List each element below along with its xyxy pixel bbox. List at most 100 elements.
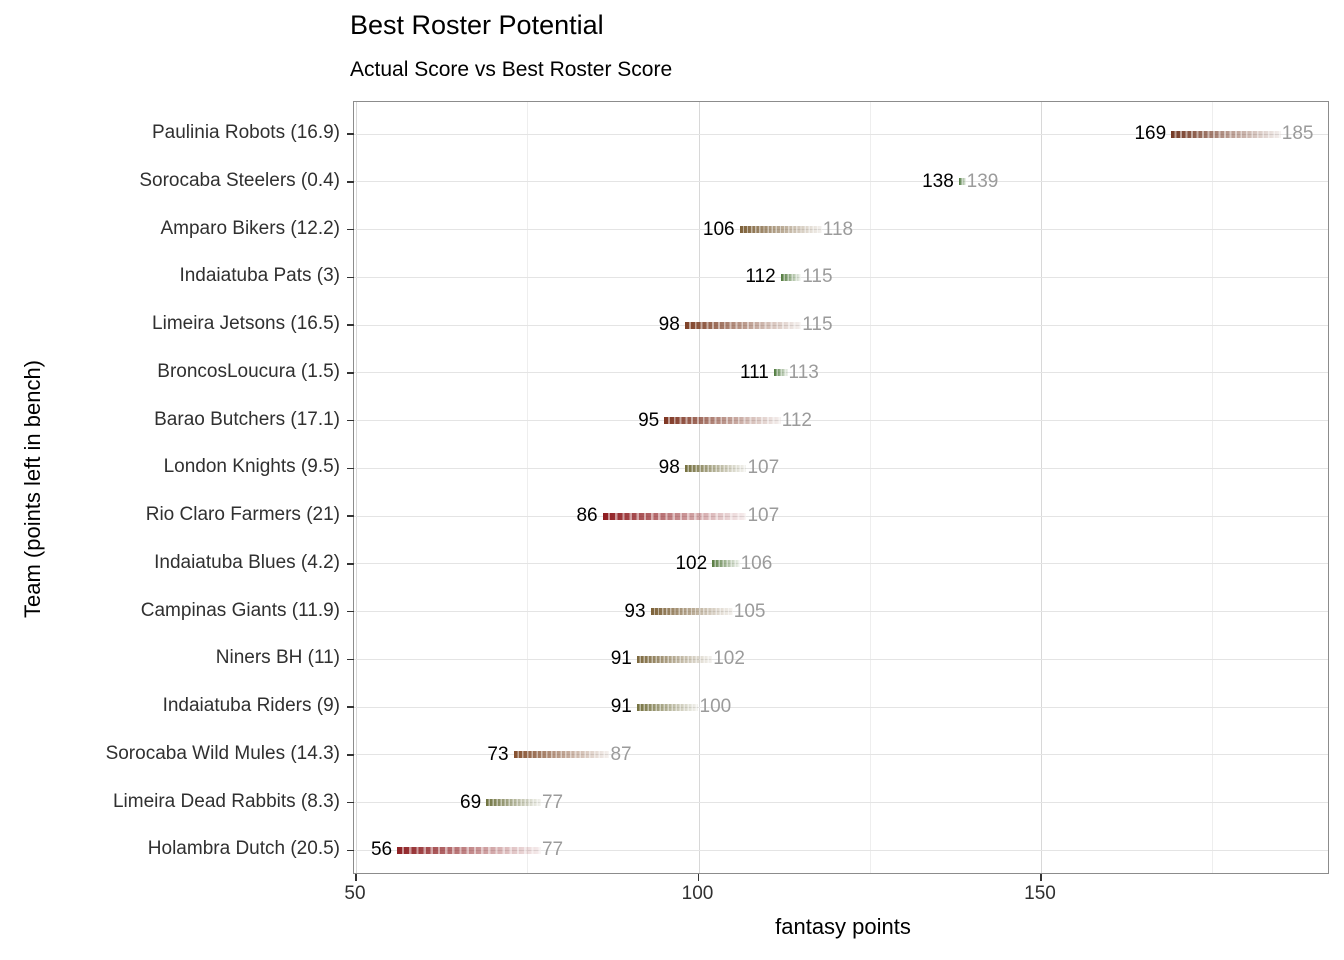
best-score-label: 102 [713, 648, 745, 670]
chart-subtitle: Actual Score vs Best Roster Score [350, 58, 673, 81]
segment-bar [780, 273, 802, 281]
team-label: London Knights (9.5) [163, 456, 340, 478]
gridline-row [354, 181, 1328, 183]
team-label: Barao Butchers (17.1) [154, 408, 340, 430]
gridline-x-major [356, 102, 357, 873]
best-score-label: 139 [966, 170, 999, 192]
team-label: Limeira Jetsons (16.5) [152, 313, 340, 334]
actual-score-label: 111 [739, 361, 769, 383]
x-axis-tick [697, 874, 700, 881]
team-label: Indaiatuba Riders (9) [162, 695, 340, 716]
y-axis-tick [347, 372, 354, 374]
gridline-row [354, 754, 1328, 756]
best-score-label: 113 [788, 361, 819, 383]
best-score-label: 118 [822, 218, 854, 240]
gridline-row [354, 563, 1328, 565]
best-score-label: 115 [802, 266, 833, 288]
y-axis-tick [347, 658, 354, 660]
segment-bar [650, 608, 733, 615]
actual-score-label: 112 [745, 266, 776, 288]
chart-title: Best Roster Potential [350, 10, 604, 40]
best-score-label: 105 [733, 600, 766, 622]
y-axis-tick [347, 610, 354, 613]
actual-score-label: 95 [638, 409, 660, 431]
gridline-x-minor [869, 102, 871, 873]
best-score-label: 87 [610, 743, 632, 765]
gridline-row [354, 276, 1328, 278]
best-score-label: 115 [802, 314, 833, 335]
gridline-x-minor [1212, 102, 1214, 873]
actual-score-label: 69 [460, 791, 482, 813]
actual-score-label: 93 [624, 600, 646, 622]
best-score-label: 185 [1281, 123, 1314, 144]
y-axis-tick [347, 133, 354, 135]
segment-bar [1171, 130, 1281, 138]
best-score-label: 112 [781, 409, 812, 431]
y-axis-tick [347, 563, 354, 565]
x-tick-label: 100 [681, 883, 714, 904]
segment-bar [739, 226, 822, 233]
segment-bar [636, 703, 699, 711]
actual-score-label: 138 [922, 170, 954, 192]
segment-bar [397, 846, 541, 854]
team-label: Amparo Bikers (12.2) [160, 217, 340, 239]
segment-bar [602, 512, 747, 520]
x-tick-label: 50 [344, 883, 366, 904]
gridline-row [354, 133, 1328, 135]
x-axis-tick [355, 874, 357, 881]
best-score-label: 77 [541, 791, 564, 813]
y-axis-tick [347, 228, 354, 231]
team-label: Sorocaba Wild Mules (14.3) [105, 742, 340, 764]
y-axis-tick [347, 467, 354, 469]
y-axis-tick [347, 706, 354, 708]
segment-bar [664, 417, 781, 424]
actual-score-label: 169 [1134, 123, 1167, 144]
actual-score-label: 56 [370, 839, 393, 861]
gridline-row [354, 849, 1328, 851]
best-score-label: 107 [747, 457, 780, 479]
actual-score-label: 91 [610, 696, 632, 717]
gridline-row [354, 515, 1328, 517]
gridline-x-major [1041, 102, 1042, 873]
gridline-row [354, 420, 1328, 421]
team-label: Indaiatuba Pats (3) [179, 265, 340, 287]
gridline-x-minor [527, 102, 529, 873]
x-axis-title: fantasy points [775, 914, 911, 939]
segment-bar [684, 321, 802, 329]
best-score-label: 77 [541, 839, 564, 861]
y-axis-tick [347, 754, 354, 756]
team-label: Campinas Giants (11.9) [140, 599, 340, 621]
team-label: BroncosLoucura (1.5) [157, 360, 340, 382]
segment-bar [636, 655, 713, 663]
segment-bar [513, 751, 610, 759]
segment-bar [486, 799, 541, 806]
gridline-row [354, 467, 1328, 469]
gridline-row [354, 658, 1328, 660]
actual-score-label: 98 [658, 457, 680, 479]
segment-bar [684, 464, 747, 472]
gridline-row [354, 372, 1328, 374]
team-label: Paulinia Robots (16.9) [152, 122, 340, 143]
segment-bar [773, 369, 788, 377]
team-label: Holambra Dutch (20.5) [147, 838, 340, 860]
best-score-label: 100 [699, 696, 732, 717]
actual-score-label: 98 [658, 314, 680, 335]
y-axis-tick [347, 849, 354, 851]
gridline-row [354, 324, 1328, 326]
best-score-label: 106 [740, 552, 773, 574]
actual-score-label: 73 [487, 743, 509, 765]
team-label: Indaiatuba Blues (4.2) [154, 551, 340, 573]
segment-bar [958, 178, 966, 186]
team-label: Limeira Dead Rabbits (8.3) [112, 790, 340, 812]
team-label: Sorocaba Steelers (0.4) [139, 169, 340, 191]
gridline-x-major [698, 102, 700, 873]
actual-score-label: 91 [610, 648, 632, 670]
actual-score-label: 86 [576, 505, 598, 526]
x-axis-tick [1040, 874, 1042, 881]
y-axis-tick [347, 324, 354, 326]
team-label: Niners BH (11) [215, 647, 340, 669]
actual-score-label: 106 [702, 218, 735, 240]
team-label: Rio Claro Farmers (21) [145, 504, 340, 525]
gridline-row [354, 611, 1328, 612]
gridline-row [354, 229, 1328, 230]
